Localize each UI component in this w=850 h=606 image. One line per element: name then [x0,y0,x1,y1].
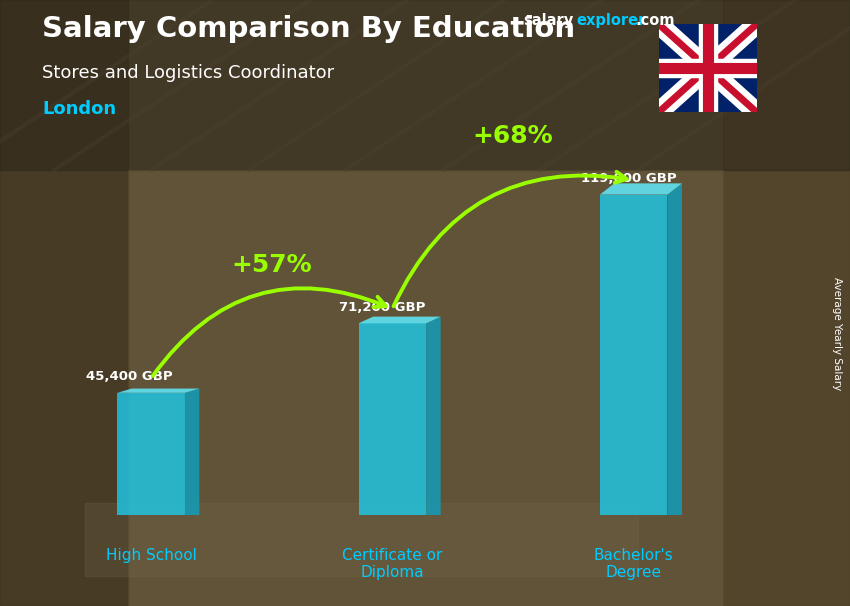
Bar [85,503,638,576]
Text: 71,200 GBP: 71,200 GBP [339,301,426,314]
Text: Salary Comparison By Education: Salary Comparison By Education [42,15,575,43]
Polygon shape [600,184,682,195]
Text: .com: .com [636,13,675,28]
Text: Stores and Logistics Coordinator: Stores and Logistics Coordinator [42,64,335,82]
Text: salary: salary [523,13,573,28]
Text: Bachelor's
Degree: Bachelor's Degree [594,548,673,580]
Text: explorer: explorer [576,13,646,28]
Bar [0,0,850,170]
Polygon shape [667,184,682,515]
Bar [722,0,850,606]
Bar [117,393,184,515]
Text: Certificate or
Diploma: Certificate or Diploma [343,548,443,580]
Bar [0,0,128,606]
Text: High School: High School [105,548,196,563]
Text: +57%: +57% [231,253,312,277]
Bar [128,170,722,606]
Text: 119,000 GBP: 119,000 GBP [581,172,677,185]
Polygon shape [117,388,200,393]
Bar [359,324,426,515]
Polygon shape [426,316,440,515]
Bar [600,195,667,515]
Polygon shape [184,388,200,515]
Text: London: London [42,100,116,118]
Polygon shape [359,316,440,324]
Text: +68%: +68% [473,124,553,148]
Text: Average Yearly Salary: Average Yearly Salary [832,277,842,390]
Text: 45,400 GBP: 45,400 GBP [86,370,173,384]
